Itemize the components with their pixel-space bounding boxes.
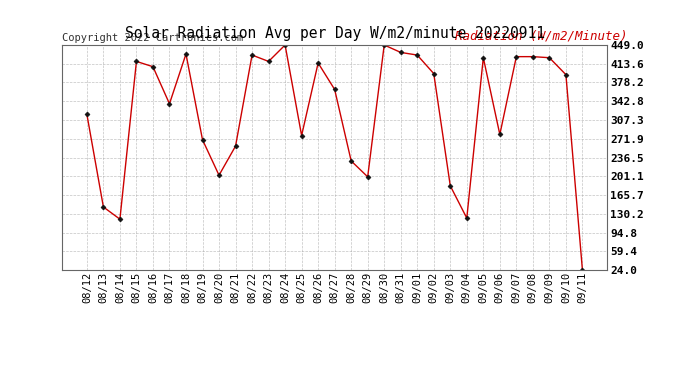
Text: Radiation (W/m2/Minute): Radiation (W/m2/Minute)	[455, 30, 627, 43]
Text: Copyright 2022 Cartronics.com: Copyright 2022 Cartronics.com	[62, 33, 244, 43]
Title: Solar Radiation Avg per Day W/m2/minute 20220911: Solar Radiation Avg per Day W/m2/minute …	[125, 26, 544, 41]
